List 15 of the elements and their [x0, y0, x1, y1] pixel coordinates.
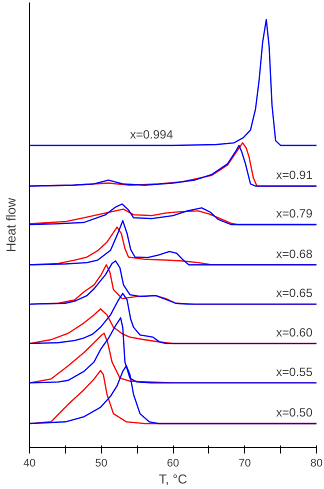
- series-label: x=0.79: [276, 206, 313, 221]
- series-label: x=0.50: [276, 406, 313, 420]
- x-tick-label: 40: [23, 458, 36, 470]
- series-label: x=0.55: [276, 364, 313, 379]
- x-axis-title: T, °C: [158, 472, 188, 486]
- x-tick-label: 70: [238, 458, 251, 470]
- x-tick-label: 60: [166, 458, 180, 470]
- series-label: x=0.65: [276, 286, 313, 300]
- series-label: x=0.994: [130, 127, 174, 142]
- x-tick-label: 50: [95, 458, 108, 470]
- series-label: x=0.68: [276, 246, 313, 261]
- y-axis-title: Heat flow: [4, 197, 18, 252]
- series-label: x=0.60: [276, 326, 313, 340]
- series-label: x=0.91: [276, 168, 313, 182]
- x-tick-label: 80: [310, 458, 323, 470]
